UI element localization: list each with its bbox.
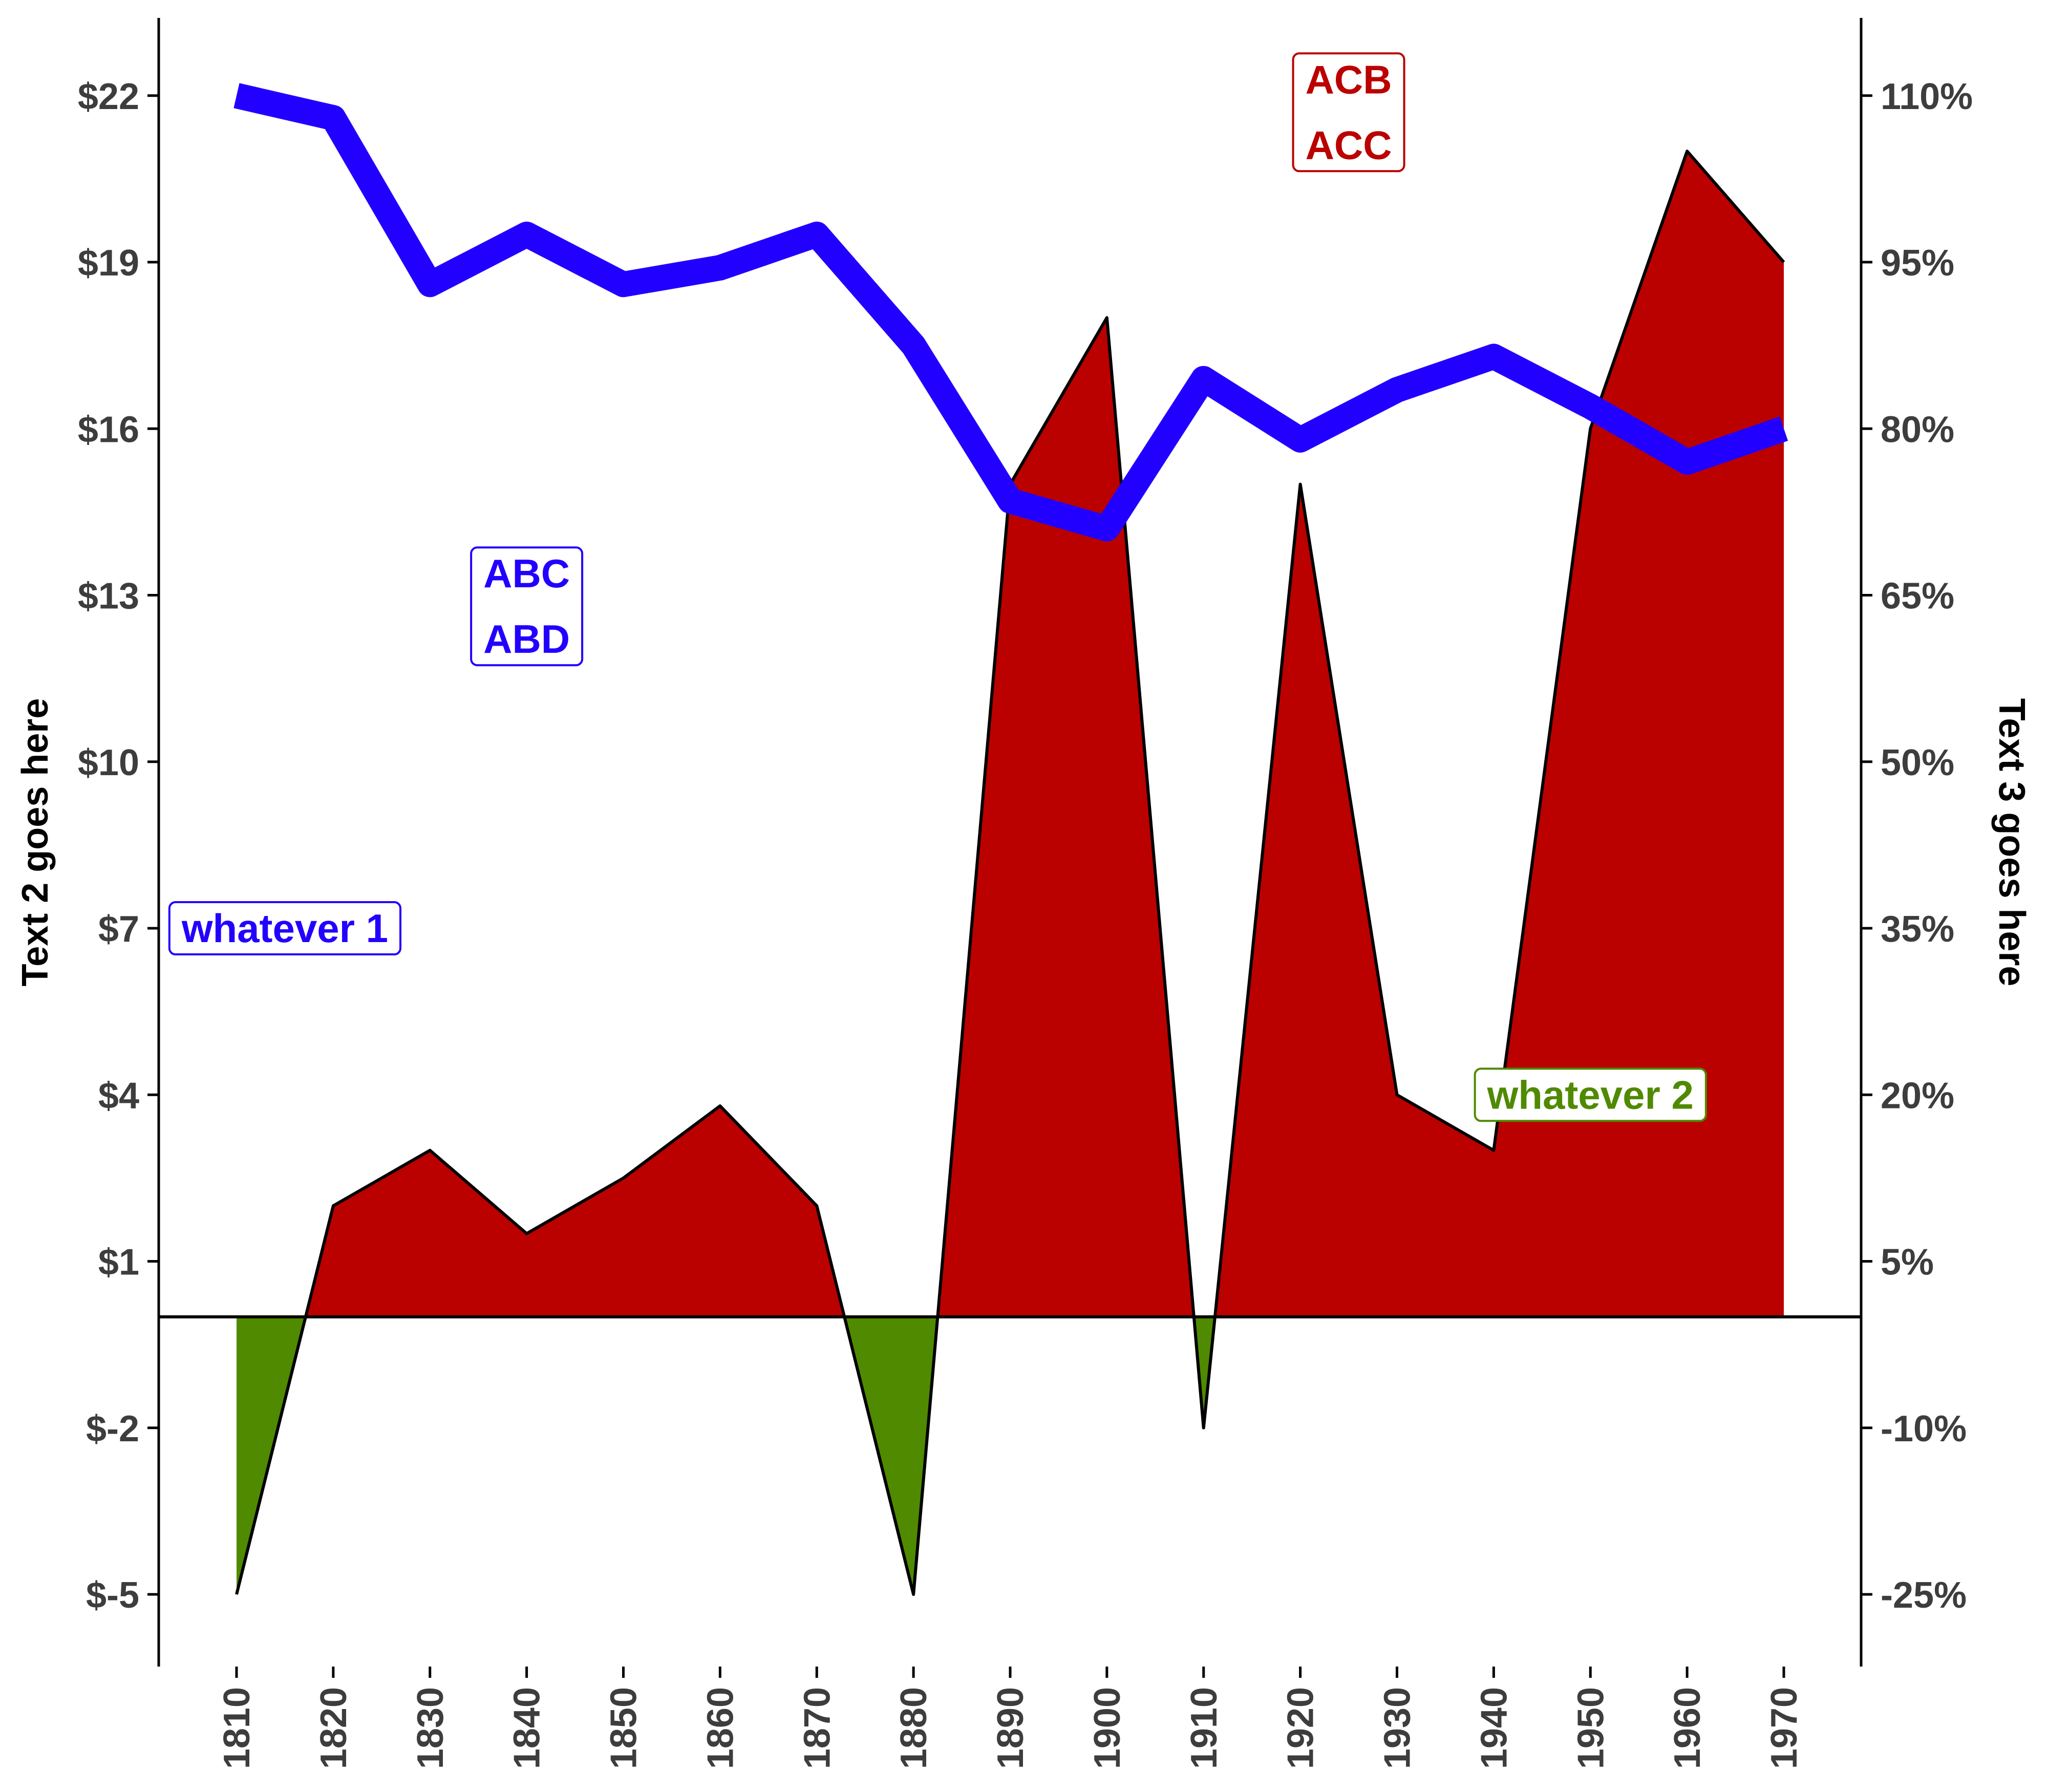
annotation-0: ABC ABD xyxy=(470,546,584,667)
line-series xyxy=(233,83,1788,542)
x-tick-label-1910: 1910 xyxy=(1184,1687,1225,1769)
annotation-1: ACB ACC xyxy=(1292,52,1405,173)
annotation-text-1-0: ACB xyxy=(1306,57,1392,102)
y-left-tick-label-9: $22 xyxy=(78,76,139,117)
y-left-tick-label-2: $1 xyxy=(98,1242,139,1283)
negative-area-segment-4 xyxy=(1193,1316,1215,1428)
annotation-box-2 xyxy=(168,901,402,956)
x-tick-label-1850: 1850 xyxy=(604,1687,645,1769)
annotation-text-0-1: ABD xyxy=(483,616,570,662)
x-tick-label-1860: 1860 xyxy=(700,1687,741,1769)
x-tick-label-1820: 1820 xyxy=(313,1687,354,1769)
negative-area-segment-2 xyxy=(844,1316,938,1595)
annotation-3: whatever 2 xyxy=(1474,1068,1707,1122)
x-tick-label-1840: 1840 xyxy=(507,1687,548,1769)
x-tick-label-1960: 1960 xyxy=(1667,1687,1708,1769)
y-axis-left-title: Text 2 goes here xyxy=(15,698,56,987)
annotation-text-2-0: whatever 1 xyxy=(181,906,388,951)
annotation-text-0-0: ABC xyxy=(483,551,570,596)
y-axis-right-title: Text 3 goes here xyxy=(1991,698,2032,987)
y-left-tick-label-0: $-5 xyxy=(86,1575,139,1616)
line-layer xyxy=(233,83,1788,542)
y-right-tick-label-6: 65% xyxy=(1881,576,1954,617)
y-left-tick-label-1: $-2 xyxy=(86,1409,139,1449)
positive-area-segment-1 xyxy=(305,1105,845,1317)
annotation-text-3-0: whatever 2 xyxy=(1487,1072,1694,1117)
y-left-tick-label-7: $16 xyxy=(78,409,139,450)
y-right-tick-label-4: 35% xyxy=(1881,909,1954,950)
y-left-tick-label-5: $10 xyxy=(78,742,139,783)
x-tick-label-1900: 1900 xyxy=(1087,1687,1128,1769)
x-tick-label-1810: 1810 xyxy=(217,1687,258,1769)
y-left-tick-label-6: $13 xyxy=(78,576,139,617)
x-tick-label-1920: 1920 xyxy=(1281,1687,1321,1769)
x-tick-label-1890: 1890 xyxy=(990,1687,1031,1769)
annotation-2: whatever 1 xyxy=(168,901,402,956)
annotation-layer: ABC ABD ACB ACC whatever 1 whatever 2 xyxy=(168,52,1707,1122)
x-tick-label-1870: 1870 xyxy=(797,1687,838,1769)
annotation-box-3 xyxy=(1474,1068,1707,1122)
y-left-tick-label-3: $4 xyxy=(98,1075,139,1116)
x-tick-label-1830: 1830 xyxy=(410,1687,451,1769)
annotation-box-0 xyxy=(470,546,584,667)
x-tick-label-1970: 1970 xyxy=(1764,1687,1805,1769)
y-left-tick-label-4: $7 xyxy=(98,909,139,950)
annotation-box-1 xyxy=(1292,52,1405,173)
y-right-tick-label-3: 20% xyxy=(1881,1075,1954,1116)
positive-area-segment-3 xyxy=(937,317,1194,1317)
x-tick-label-1930: 1930 xyxy=(1377,1687,1418,1769)
y-right-tick-label-2: 5% xyxy=(1881,1242,1934,1283)
x-tick-label-1880: 1880 xyxy=(893,1687,934,1769)
x-tick-label-1950: 1950 xyxy=(1570,1687,1611,1769)
y-right-tick-label-7: 80% xyxy=(1881,409,1954,450)
y-right-tick-label-8: 95% xyxy=(1881,243,1954,284)
y-right-tick-label-5: 50% xyxy=(1881,742,1954,783)
axes-layer xyxy=(147,18,1872,1678)
labels-layer: $-5 $-2 $1 $4 $7 $10 $13 $16 $19 $22 -25% -10% 5% 20%… xyxy=(78,76,1973,1769)
y-right-tick-label-0: -25% xyxy=(1881,1575,1967,1616)
x-tick-label-1940: 1940 xyxy=(1474,1687,1514,1769)
y-right-tick-label-9: 110% xyxy=(1881,76,1973,117)
y-right-tick-label-1: -10% xyxy=(1881,1409,1967,1449)
annotation-text-1-1: ACC xyxy=(1306,122,1392,167)
y-left-tick-label-8: $19 xyxy=(78,243,139,284)
